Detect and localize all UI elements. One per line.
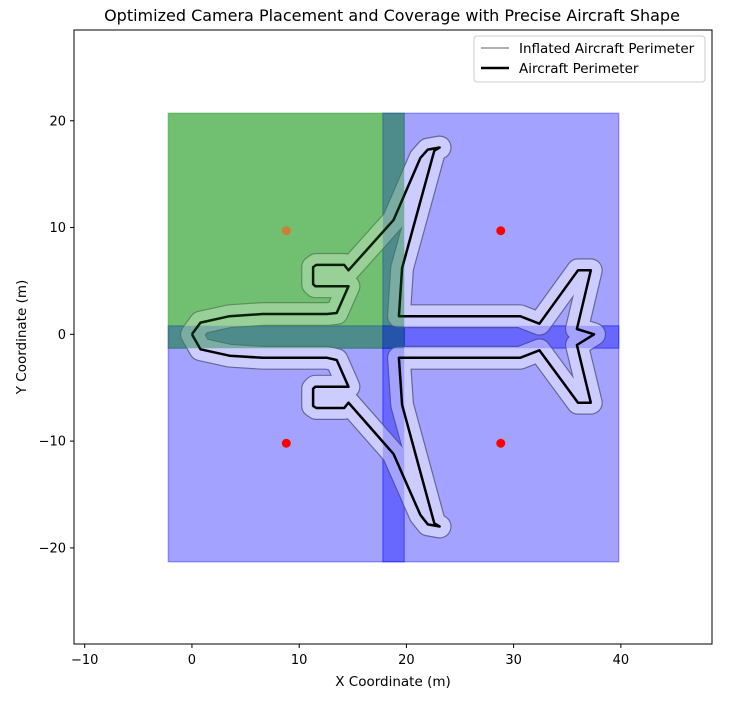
legend-box	[473, 35, 706, 83]
y-tick-label: 0	[58, 328, 66, 343]
y-tick-label: 20	[49, 114, 66, 129]
legend-label-aircraft-perimeter: Aircraft Perimeter	[519, 61, 639, 77]
legend-label-inflated-perimeter: Inflated Aircraft Perimeter	[519, 41, 695, 57]
camera-point-4	[496, 438, 506, 448]
y-tick-label: −20	[39, 541, 66, 556]
chart-title: Optimized Camera Placement and Coverage …	[104, 6, 680, 25]
x-tick-label: 40	[613, 653, 630, 668]
y-axis: −20 −10 0 10 20	[39, 114, 74, 556]
x-axis-label: X Coordinate (m)	[335, 674, 451, 690]
y-tick-label: −10	[39, 435, 66, 450]
camera-layer	[281, 226, 506, 448]
camera-point-1	[281, 226, 291, 236]
x-tick-label: 0	[188, 653, 196, 668]
camera-point-2	[496, 226, 506, 236]
camera-point-3	[281, 438, 291, 448]
perimeter-layer	[168, 113, 619, 562]
x-axis: −10 0 10 20 30 40	[71, 644, 629, 668]
x-tick-label: 10	[291, 653, 308, 668]
plot-frame	[73, 29, 713, 645]
x-tick-label: 30	[505, 653, 522, 668]
x-tick-label: 20	[398, 653, 415, 668]
plot-area	[73, 29, 713, 645]
x-tick-label: −10	[71, 653, 98, 668]
y-tick-label: 10	[49, 221, 66, 236]
aircraft-perimeter	[190, 146, 596, 528]
legend: Inflated Aircraft Perimeter Aircraft Per…	[473, 35, 706, 83]
y-axis-label: Y Coordinate (m)	[14, 280, 30, 396]
